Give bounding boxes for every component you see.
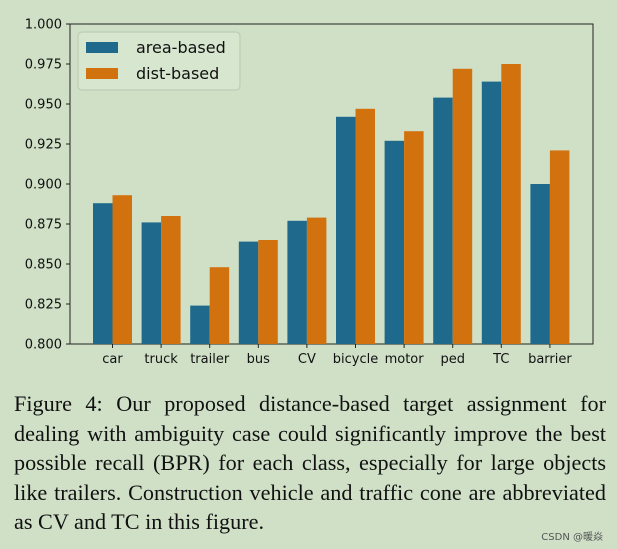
csdn-watermark: CSDN @暖焱 bbox=[541, 532, 603, 543]
legend-swatch-dist-based bbox=[86, 68, 118, 79]
y-tick-label: 0.850 bbox=[25, 258, 62, 273]
bar-dist-based-bus bbox=[258, 240, 278, 344]
bars bbox=[93, 64, 570, 345]
y-tick-label: 0.800 bbox=[25, 338, 62, 353]
x-tick-label-trailer: trailer bbox=[190, 352, 230, 367]
x-tick-label-bicycle: bicycle bbox=[333, 352, 378, 367]
y-tick-label: 0.950 bbox=[25, 98, 62, 113]
x-tick-label-motor: motor bbox=[385, 352, 425, 367]
x-tick-label-car: car bbox=[102, 352, 123, 367]
legend-label-area-based: area-based bbox=[136, 38, 226, 57]
bar-area-based-bicycle bbox=[336, 116, 356, 344]
legend: area-based dist-based bbox=[77, 31, 241, 91]
bar-dist-based-barrier bbox=[549, 150, 570, 344]
x-tick-label-ped: ped bbox=[440, 352, 465, 367]
bar-area-based-bus bbox=[238, 241, 259, 344]
x-tick-label-bus: bus bbox=[247, 352, 270, 367]
legend-label-dist-based: dist-based bbox=[136, 64, 219, 83]
bar-dist-based-motor bbox=[404, 131, 424, 344]
bar-area-based-ped bbox=[433, 97, 453, 344]
x-tick-label-CV: CV bbox=[298, 352, 316, 367]
x-tick-label-TC: TC bbox=[492, 352, 509, 367]
bar-dist-based-bicycle bbox=[355, 108, 375, 344]
y-tick-label: 0.925 bbox=[25, 138, 62, 153]
bar-area-based-truck bbox=[141, 222, 162, 344]
y-tick-label: 0.900 bbox=[25, 178, 62, 193]
bar-area-based-motor bbox=[384, 140, 405, 344]
bar-dist-based-TC bbox=[501, 64, 521, 344]
x-tick-label-truck: truck bbox=[144, 352, 178, 367]
bar-dist-based-trailer bbox=[209, 267, 230, 344]
bar-dist-based-car bbox=[112, 195, 132, 344]
y-tick-label: 1.000 bbox=[25, 18, 62, 33]
bar-area-based-TC bbox=[481, 81, 502, 344]
bar-area-based-barrier bbox=[530, 184, 550, 344]
x-tick-label-barrier: barrier bbox=[528, 352, 572, 367]
bar-dist-based-truck bbox=[161, 216, 181, 344]
bar-area-based-trailer bbox=[190, 305, 210, 344]
figure-caption: Figure 4: Our proposed distance-based ta… bbox=[14, 391, 606, 535]
legend-box bbox=[77, 31, 241, 91]
y-tick-label: 0.875 bbox=[25, 218, 62, 233]
bar-chart: 0.800 0.825 0.850 0.875 0.900 0.925 0.950 0.975… bbox=[25, 18, 594, 367]
bar-dist-based-ped bbox=[452, 68, 473, 345]
y-tick-label: 0.975 bbox=[25, 58, 62, 73]
y-tick-label: 0.825 bbox=[25, 298, 62, 313]
bar-dist-based-CV bbox=[306, 217, 327, 344]
y-axis: 0.800 0.825 0.850 0.875 0.900 0.925 0.950 0.975… bbox=[25, 18, 70, 353]
x-axis: car truck trailer bus CV bicycle motor ped TC bar… bbox=[102, 344, 572, 367]
bar-area-based-CV bbox=[287, 220, 307, 344]
legend-swatch-area-based bbox=[86, 42, 118, 53]
bar-area-based-car bbox=[93, 203, 113, 344]
